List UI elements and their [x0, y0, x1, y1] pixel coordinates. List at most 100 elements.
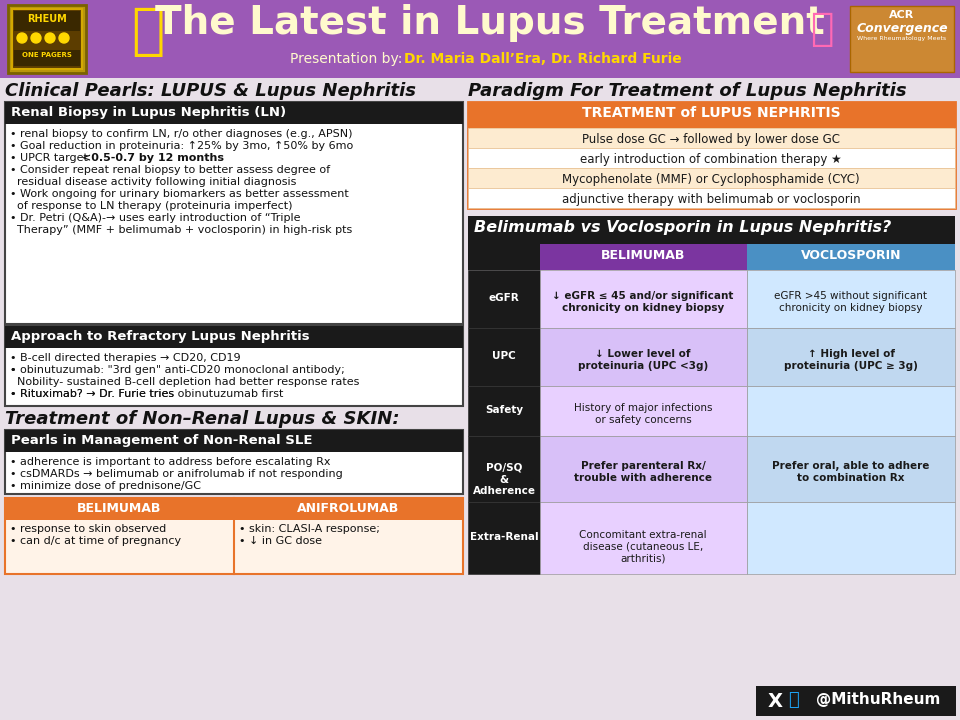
FancyBboxPatch shape: [8, 5, 86, 73]
FancyBboxPatch shape: [5, 430, 463, 452]
Text: Prefer oral, able to adhere
to combination Rx: Prefer oral, able to adhere to combinati…: [772, 461, 929, 482]
FancyBboxPatch shape: [747, 502, 955, 574]
Text: 🐦: 🐦: [788, 691, 799, 709]
FancyBboxPatch shape: [540, 270, 747, 328]
Text: • Consider repeat renal biopsy to better assess degree of: • Consider repeat renal biopsy to better…: [10, 165, 330, 175]
Text: ↑ High level of
proteinuria (UPC ≥ 3g): ↑ High level of proteinuria (UPC ≥ 3g): [784, 349, 918, 371]
Text: 🫘: 🫘: [810, 10, 833, 48]
Text: TREATMENT of LUPUS NEPHRITIS: TREATMENT of LUPUS NEPHRITIS: [582, 106, 840, 120]
Text: • skin: CLASI-A response;: • skin: CLASI-A response;: [239, 524, 380, 534]
Text: • csDMARDs → belimumab or anifrolumab if not responding: • csDMARDs → belimumab or anifrolumab if…: [10, 469, 343, 479]
Text: VOCLOSPORIN: VOCLOSPORIN: [801, 249, 901, 262]
FancyBboxPatch shape: [5, 498, 234, 520]
FancyBboxPatch shape: [540, 386, 747, 436]
Text: Prefer parenteral Rx/
trouble with adherence: Prefer parenteral Rx/ trouble with adher…: [574, 461, 712, 482]
Text: • ↓ in GC dose: • ↓ in GC dose: [239, 536, 322, 546]
Text: Extra-Renal: Extra-Renal: [469, 532, 539, 542]
Text: Convergence: Convergence: [856, 22, 948, 35]
Text: Concomitant extra-renal
disease (cutaneous LE,
arthritis): Concomitant extra-renal disease (cutaneo…: [579, 530, 707, 563]
Text: • Goal reduction in proteinuria: ↑25% by 3mo, ↑50% by 6mo: • Goal reduction in proteinuria: ↑25% by…: [10, 141, 353, 151]
FancyBboxPatch shape: [5, 102, 463, 124]
Text: Approach to Refractory Lupus Nephritis: Approach to Refractory Lupus Nephritis: [11, 330, 310, 343]
Text: eGFR >45 without significant
chronicity on kidney biopsy: eGFR >45 without significant chronicity …: [775, 291, 927, 312]
Text: eGFR: eGFR: [489, 293, 519, 303]
FancyBboxPatch shape: [5, 498, 463, 574]
FancyBboxPatch shape: [468, 386, 540, 436]
Text: • renal biopsy to confirm LN, r/o other diagnoses (e.g., APSN): • renal biopsy to confirm LN, r/o other …: [10, 129, 352, 139]
Text: Nobility- sustained B-cell depletion had better response rates: Nobility- sustained B-cell depletion had…: [10, 377, 359, 387]
Text: Presentation by:: Presentation by:: [290, 52, 407, 66]
FancyBboxPatch shape: [468, 102, 955, 128]
Text: • B-cell directed therapies → CD20, CD19: • B-cell directed therapies → CD20, CD19: [10, 353, 241, 363]
FancyBboxPatch shape: [5, 326, 463, 348]
Text: RHEUM: RHEUM: [27, 14, 67, 24]
Text: ONE PAGERS: ONE PAGERS: [22, 52, 72, 58]
Circle shape: [59, 33, 69, 43]
Text: 🦋: 🦋: [132, 5, 164, 59]
FancyBboxPatch shape: [747, 328, 955, 386]
Text: BELIMUMAB: BELIMUMAB: [77, 502, 161, 515]
Text: @MithuRheum: @MithuRheum: [816, 692, 941, 707]
FancyBboxPatch shape: [5, 326, 463, 406]
FancyBboxPatch shape: [540, 328, 747, 386]
FancyBboxPatch shape: [5, 102, 463, 324]
Text: • Rituximab? → Dr. Furie tries obinutuzumab first: • Rituximab? → Dr. Furie tries obinutuzu…: [10, 389, 283, 399]
Circle shape: [31, 33, 41, 43]
Text: • obinutuzumab: "3rd gen" anti-CD20 monoclonal antibody;: • obinutuzumab: "3rd gen" anti-CD20 mono…: [10, 365, 345, 375]
Text: UPC: UPC: [492, 351, 516, 361]
Text: Where Rheumatology Meets: Where Rheumatology Meets: [857, 36, 947, 41]
FancyBboxPatch shape: [468, 436, 540, 502]
FancyBboxPatch shape: [468, 188, 955, 208]
Text: Treatment of Non–Renal Lupus & SKIN:: Treatment of Non–Renal Lupus & SKIN:: [5, 410, 399, 428]
FancyBboxPatch shape: [747, 270, 955, 328]
Text: <0.5-0.7 by 12 months: <0.5-0.7 by 12 months: [82, 153, 224, 163]
Text: Dr. Maria Dall’Era, Dr. Richard Furie: Dr. Maria Dall’Era, Dr. Richard Furie: [404, 52, 682, 66]
Text: Renal Biopsy in Lupus Nephritis (LN): Renal Biopsy in Lupus Nephritis (LN): [11, 106, 286, 119]
Text: X: X: [768, 692, 783, 711]
Text: Safety: Safety: [485, 405, 523, 415]
Text: • can d/c at time of pregnancy: • can d/c at time of pregnancy: [10, 536, 181, 546]
FancyBboxPatch shape: [747, 386, 955, 436]
FancyBboxPatch shape: [468, 216, 955, 244]
FancyBboxPatch shape: [540, 502, 747, 574]
Text: • Rituximab? → Dr. Furie tries: • Rituximab? → Dr. Furie tries: [10, 389, 178, 399]
FancyBboxPatch shape: [234, 498, 463, 520]
FancyBboxPatch shape: [0, 0, 960, 78]
Text: History of major infections
or safety concerns: History of major infections or safety co…: [574, 403, 712, 425]
FancyBboxPatch shape: [468, 502, 540, 574]
FancyBboxPatch shape: [850, 6, 954, 72]
Text: ↓ Lower level of
proteinuria (UPC <3g): ↓ Lower level of proteinuria (UPC <3g): [578, 349, 708, 371]
Circle shape: [17, 33, 27, 43]
Text: ↓ eGFR ≤ 45 and/or significant
chronicity on kidney biopsy: ↓ eGFR ≤ 45 and/or significant chronicit…: [552, 291, 733, 312]
FancyBboxPatch shape: [540, 244, 747, 270]
Text: • adherence is important to address before escalating Rx: • adherence is important to address befo…: [10, 457, 330, 467]
Text: The Latest in Lupus Treatment: The Latest in Lupus Treatment: [156, 4, 825, 42]
Text: ACR: ACR: [889, 10, 915, 20]
FancyBboxPatch shape: [14, 11, 80, 31]
FancyBboxPatch shape: [540, 436, 747, 502]
Text: of response to LN therapy (proteinuria imperfect): of response to LN therapy (proteinuria i…: [10, 201, 293, 211]
Text: adjunctive therapy with belimumab or voclosporin: adjunctive therapy with belimumab or voc…: [562, 193, 860, 206]
FancyBboxPatch shape: [0, 78, 960, 720]
Text: • response to skin observed: • response to skin observed: [10, 524, 166, 534]
FancyBboxPatch shape: [468, 148, 955, 168]
FancyBboxPatch shape: [12, 9, 82, 69]
Text: Therapy” (MMF + belimumab + voclosporin) in high-risk pts: Therapy” (MMF + belimumab + voclosporin)…: [10, 225, 352, 235]
FancyBboxPatch shape: [756, 686, 956, 716]
FancyBboxPatch shape: [468, 328, 540, 386]
FancyBboxPatch shape: [747, 436, 955, 502]
Text: Pearls in Management of Non-Renal SLE: Pearls in Management of Non-Renal SLE: [11, 434, 313, 447]
FancyBboxPatch shape: [468, 128, 955, 148]
Text: • Dr. Petri (Q&A)-→ uses early introduction of “Triple: • Dr. Petri (Q&A)-→ uses early introduct…: [10, 213, 300, 223]
FancyBboxPatch shape: [468, 270, 540, 328]
Text: Paradigm For Treatment of Lupus Nephritis: Paradigm For Treatment of Lupus Nephriti…: [468, 82, 906, 100]
FancyBboxPatch shape: [468, 102, 955, 208]
Text: BELIMUMAB: BELIMUMAB: [601, 249, 685, 262]
Text: Pulse dose GC → followed by lower dose GC: Pulse dose GC → followed by lower dose G…: [582, 133, 840, 146]
Text: early introduction of combination therapy ★: early introduction of combination therap…: [580, 153, 842, 166]
Text: • minimize dose of prednisone/GC: • minimize dose of prednisone/GC: [10, 481, 201, 491]
Text: ANIFROLUMAB: ANIFROLUMAB: [297, 502, 399, 515]
Text: Clinical Pearls: LUPUS & Lupus Nephritis: Clinical Pearls: LUPUS & Lupus Nephritis: [5, 82, 416, 100]
FancyBboxPatch shape: [747, 244, 955, 270]
FancyBboxPatch shape: [468, 168, 955, 188]
